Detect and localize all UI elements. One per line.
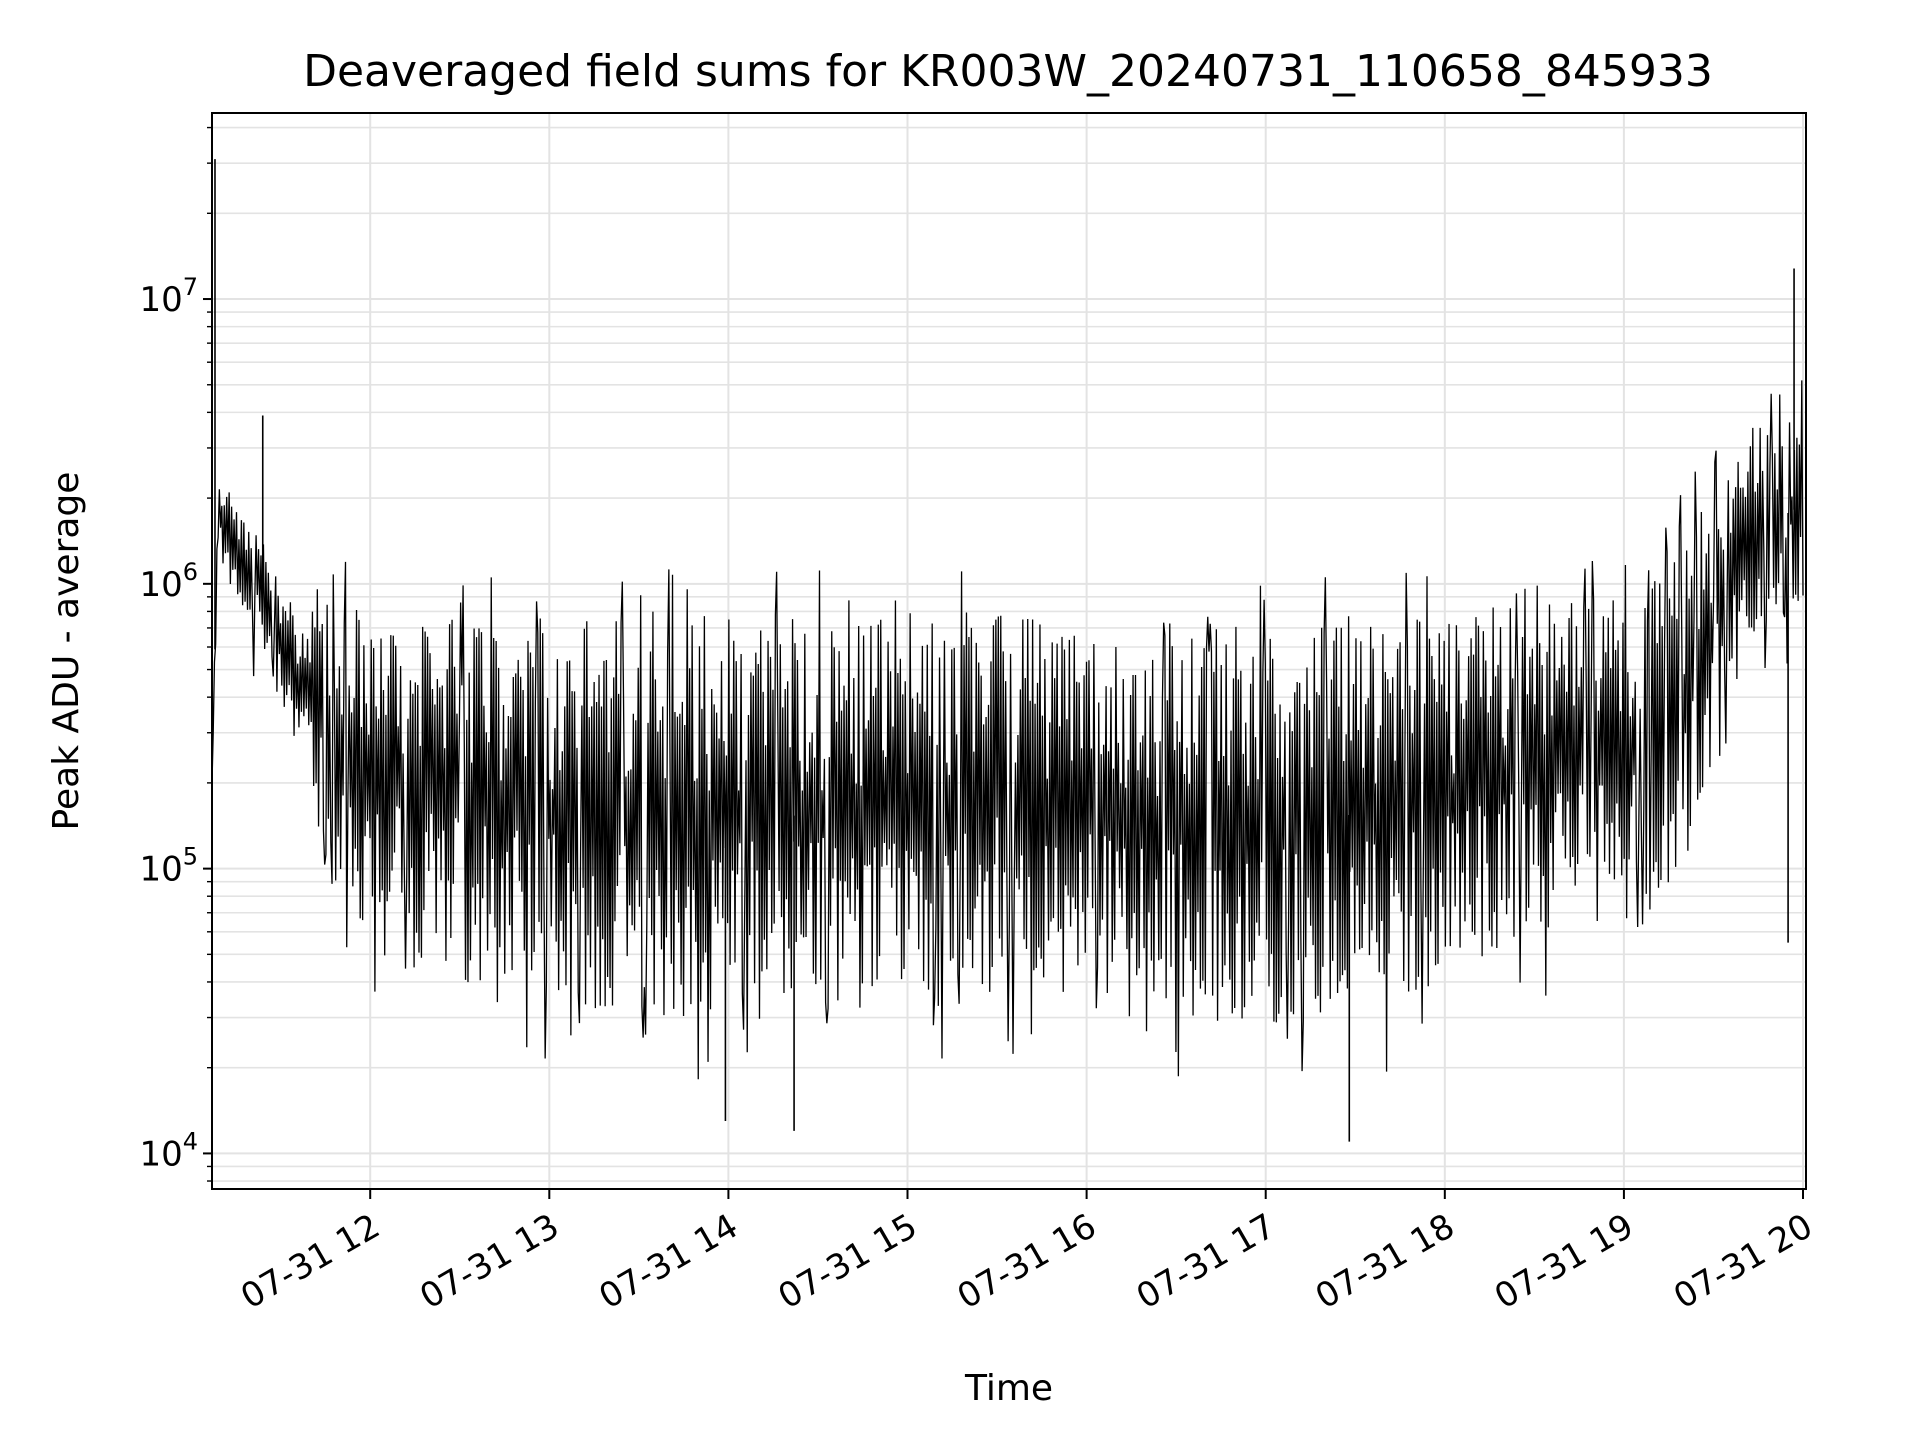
y-tick-label: 106 [139, 558, 198, 605]
y-axis-ticks: 104 105 106 107 [139, 126, 212, 1182]
x-axis-label: Time [964, 1368, 1053, 1409]
data-series-line [211, 159, 1804, 1142]
y-tick-label: 104 [139, 1127, 198, 1174]
data-series-path [211, 380, 1804, 1080]
plot-area-frame [211, 112, 1807, 1190]
y-axis-label: Peak ADU - average [46, 472, 87, 831]
chart-title: Deaveraged field sums for KR003W_2024073… [303, 46, 1713, 97]
y-tick-label: 105 [139, 843, 198, 890]
y-tick-label: 107 [139, 273, 198, 320]
